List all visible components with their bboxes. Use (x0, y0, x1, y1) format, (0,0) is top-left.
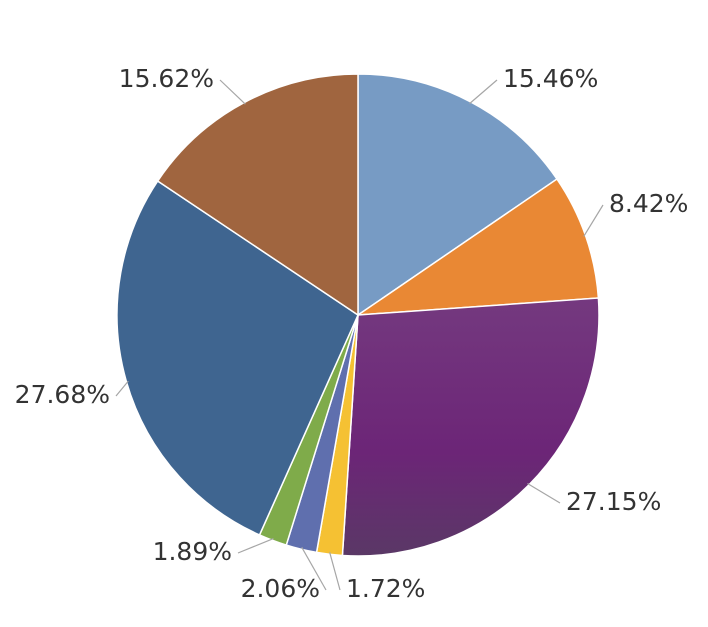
data-label: 8.42% (609, 189, 688, 218)
data-label: 27.68% (15, 380, 110, 409)
pie-slice (341, 297, 600, 557)
pie-slice (116, 180, 359, 536)
data-label: 15.46% (503, 64, 598, 93)
leader-line (583, 204, 604, 237)
pie-slice (156, 73, 359, 317)
leader-line (469, 79, 498, 105)
data-label: 27.15% (566, 487, 661, 516)
leader-line (219, 79, 246, 105)
leader-line (527, 483, 561, 504)
data-label: 1.89% (153, 537, 232, 566)
leader-line (237, 537, 274, 554)
data-label: 1.72% (346, 574, 425, 603)
leader-line (115, 380, 129, 397)
data-label: 2.06% (241, 574, 320, 603)
leader-line (329, 552, 341, 591)
pie-slice (355, 177, 600, 316)
data-label: 15.62% (119, 64, 214, 93)
leader-line (301, 546, 327, 591)
pie-slice (357, 73, 559, 317)
